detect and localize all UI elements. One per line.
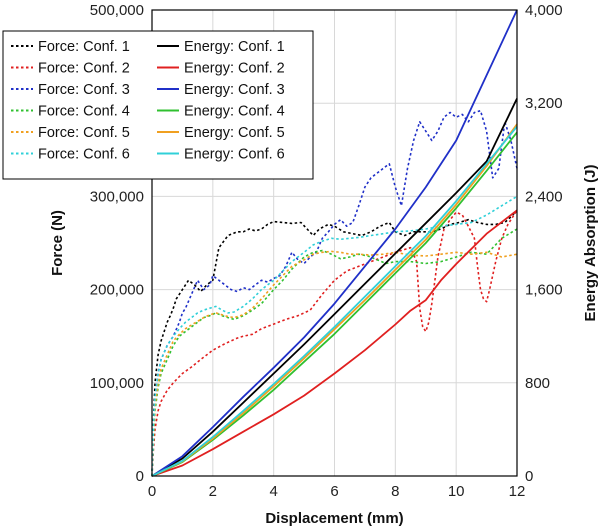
series-line <box>151 123 518 477</box>
series-line <box>151 228 518 477</box>
x-tick-label: 4 <box>269 483 277 500</box>
left-y-tick-label: 0 <box>136 468 144 485</box>
right-y-tick-label: 1,600 <box>525 282 563 299</box>
plot-frame <box>151 9 518 477</box>
series-line <box>151 109 518 477</box>
axis-tick-labels: 0 2 4 6 8 10 120100,000200,000300,000500,00008… <box>90 2 563 500</box>
legend-items: Force: Conf. 1 Force: Conf. 2 Force: Conf.… <box>11 39 285 163</box>
series-line <box>151 250 518 477</box>
legend-label: Energy: Conf. 6 <box>184 147 285 163</box>
legend-label: Force: Conf. 2 <box>38 61 130 77</box>
legend-label: Force: Conf. 3 <box>38 82 130 98</box>
legend-label: Force: Conf. 1 <box>38 39 130 55</box>
legend-label: Energy: Conf. 5 <box>184 125 285 141</box>
x-axis-title: Displacement (mm) <box>265 510 403 527</box>
right-y-tick-label: 2,400 <box>525 188 563 205</box>
x-tick-label: 10 <box>448 483 465 500</box>
right-y-axis-title: Energy Absorption (J) <box>582 165 599 322</box>
series-line <box>151 98 518 477</box>
right-y-tick-label: 4,000 <box>525 2 563 19</box>
series-line <box>151 9 518 477</box>
x-tick-label: 12 <box>509 483 526 500</box>
x-tick-label: 2 <box>209 483 217 500</box>
series-line <box>151 209 518 477</box>
legend-label: Energy: Conf. 1 <box>184 39 285 55</box>
x-tick-label: 0 <box>148 483 156 500</box>
legend-label: Energy: Conf. 2 <box>184 61 285 77</box>
legend-label: Force: Conf. 6 <box>38 147 130 163</box>
series-line <box>151 195 518 477</box>
right-y-tick-label: 0 <box>525 468 533 485</box>
left-y-tick-label: 100,000 <box>90 375 144 392</box>
x-tick-label: 8 <box>391 483 399 500</box>
x-tick-label: 6 <box>330 483 338 500</box>
right-y-tick-label: 800 <box>525 375 550 392</box>
series-line <box>151 125 518 477</box>
series-lines <box>151 9 518 477</box>
legend-label: Energy: Conf. 4 <box>184 104 285 120</box>
right-y-tick-label: 3,200 <box>525 95 563 112</box>
left-y-tick-label: 200,000 <box>90 282 144 299</box>
series-line <box>151 209 518 477</box>
left-y-axis-title: Force (N) <box>49 210 66 276</box>
legend-label: Energy: Conf. 3 <box>184 82 285 98</box>
legend-label: Force: Conf. 5 <box>38 125 130 141</box>
legend-label: Force: Conf. 4 <box>38 104 130 120</box>
left-y-tick-label: 300,000 <box>90 188 144 205</box>
left-y-tick-label: 500,000 <box>90 2 144 19</box>
legend: Force: Conf. 1 Force: Conf. 2 Force: Conf.… <box>2 30 314 180</box>
series-line <box>151 131 518 477</box>
